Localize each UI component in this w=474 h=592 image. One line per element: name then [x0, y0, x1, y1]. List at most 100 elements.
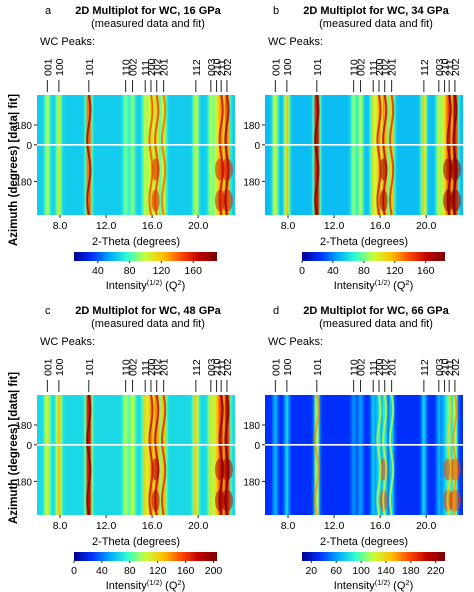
x-tick-label: 12.0	[324, 220, 345, 232]
intensity-hotspot	[220, 489, 233, 512]
colorbar-tick-label: 100	[352, 565, 370, 577]
panel-subtitle: (measured data and fit)	[319, 318, 433, 330]
colorbar-tick-label: 60	[330, 565, 342, 577]
colorbar-tick-label: 40	[327, 265, 339, 277]
x-tick-label: 16.0	[370, 220, 391, 232]
peak-label: 003	[206, 58, 218, 76]
x-axis-label: 2-Theta (degrees)	[92, 236, 180, 248]
peak-ripple	[446, 394, 452, 516]
colorbar-tick-label: 80	[124, 565, 136, 577]
peak-label: 210	[212, 358, 224, 376]
peak-label: 003	[434, 358, 446, 376]
panel-subtitle: (measured data and fit)	[91, 18, 205, 30]
peak-label: 002	[128, 58, 140, 76]
colorbar-tick-label: 160	[417, 265, 435, 277]
peak-ripple	[86, 94, 92, 216]
y-tick-label: 0	[254, 141, 260, 152]
peak-ripple	[148, 94, 154, 216]
peak-ripple	[376, 94, 382, 216]
intensity-hotspot	[448, 189, 461, 212]
peak-label: 211	[444, 359, 456, 376]
peak-ripple	[388, 94, 395, 216]
peak-ripple	[218, 394, 224, 516]
colorbar-tick-label: 120	[153, 265, 171, 277]
intensity-hotspot	[448, 458, 461, 481]
peak-label: 211	[444, 59, 456, 76]
peak-label: 001	[270, 358, 282, 376]
peak-label: 100	[54, 58, 66, 76]
heatmap	[37, 95, 235, 215]
panel-subtitle: (measured data and fit)	[319, 18, 433, 30]
peak-label: 102	[380, 358, 392, 376]
colorbar	[74, 252, 217, 261]
peak-label: 210	[212, 58, 224, 76]
colorbar-tick-label: 200	[205, 565, 223, 577]
x-tick-label: 16.0	[142, 220, 163, 232]
peak-label: 201	[159, 58, 171, 76]
peaks-heading: WC Peaks:	[40, 336, 95, 348]
peak-label: 001	[42, 358, 54, 376]
peak-ripple	[160, 394, 167, 516]
peak-ripple	[86, 394, 92, 516]
peak-label: 002	[356, 358, 368, 376]
peak-label: 001	[270, 58, 282, 76]
peak-label: 111	[140, 360, 152, 376]
x-axis-label: 2-Theta (degrees)	[92, 536, 180, 548]
colorbar	[302, 552, 445, 561]
peak-label: 111	[368, 360, 380, 376]
peak-label: 003	[434, 58, 446, 76]
y-tick-label: 180	[243, 477, 260, 488]
peak-label: 201	[387, 58, 399, 76]
peak-label: 102	[152, 58, 164, 76]
peak-label: 202	[450, 358, 462, 376]
panel-letter: c	[45, 305, 51, 317]
panel-title: 2D Multiplot for WC, 66 GPa	[303, 305, 449, 317]
heatmap	[265, 395, 463, 515]
colorbar-tick-label: 140	[377, 565, 395, 577]
panel-title: 2D Multiplot for WC, 16 GPa	[75, 5, 221, 17]
y-tick-label: 180	[243, 421, 260, 432]
peak-label: 112	[419, 359, 431, 376]
peak-label: 101	[84, 358, 96, 376]
peak-label: 210	[440, 358, 452, 376]
peak-ripple	[314, 394, 320, 516]
y-tick-label: 180	[15, 477, 32, 488]
peak-ripple	[154, 394, 160, 516]
colorbar-tick-label: 180	[402, 565, 420, 577]
peak-label: 200	[146, 58, 158, 76]
peak-label: 111	[368, 60, 380, 76]
colorbar-label: Intensity(1/2) (Q2)	[106, 278, 186, 293]
heatmap	[37, 395, 235, 515]
peak-label: 202	[222, 358, 234, 376]
x-tick-label: 8.0	[281, 520, 296, 532]
x-axis-label: 2-Theta (degrees)	[320, 236, 408, 248]
heatmap	[265, 95, 463, 215]
panel-d: d 2D Multiplot for WC, 66 GPa(measured da…	[243, 305, 463, 592]
panel-subtitle: (measured data and fit)	[91, 318, 205, 330]
peak-label: 210	[440, 58, 452, 76]
colorbar-tick-label: 120	[386, 265, 404, 277]
peak-ripple	[224, 94, 230, 216]
intensity-hotspot	[220, 158, 233, 181]
peak-ripple	[314, 94, 320, 216]
panel-a: a 2D Multiplot for WC, 16 GPa(measured da…	[15, 5, 235, 292]
peak-label: 101	[312, 58, 324, 76]
peak-label: 002	[356, 58, 368, 76]
x-tick-label: 20.0	[416, 220, 437, 232]
colorbar-tick-label: 40	[96, 565, 108, 577]
peak-label: 112	[191, 359, 203, 376]
peak-label: 110	[349, 59, 361, 76]
y-tick-label: 180	[15, 121, 32, 132]
panel-title: 2D Multiplot for WC, 34 GPa	[303, 5, 449, 17]
peak-ripple	[452, 94, 458, 216]
peaks-heading: WC Peaks:	[268, 336, 323, 348]
colorbar-tick-label: 20	[305, 565, 317, 577]
peak-ripple	[224, 394, 230, 516]
peak-ripple	[154, 94, 160, 216]
panel-c: c 2D Multiplot for WC, 48 GPa(measured da…	[15, 305, 235, 592]
x-tick-label: 12.0	[96, 520, 117, 532]
peak-label: 112	[191, 59, 203, 76]
x-tick-label: 12.0	[324, 520, 345, 532]
peak-label: 112	[419, 59, 431, 76]
colorbar-label: Intensity(1/2) (Q2)	[334, 578, 414, 592]
